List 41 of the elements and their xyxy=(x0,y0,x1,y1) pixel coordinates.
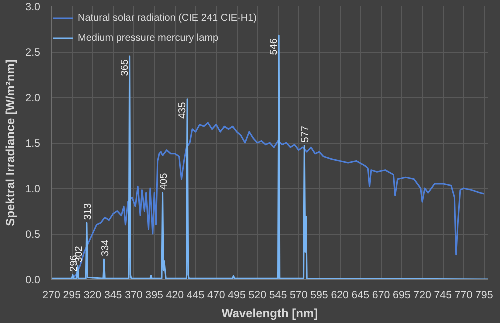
y-tick-label: 0.0 xyxy=(26,274,41,286)
y-axis-title: Spektral Irradiance [W/m²nm] xyxy=(4,60,18,226)
x-tick-label: 770 xyxy=(454,290,473,302)
x-tick-label: 270 xyxy=(42,290,60,302)
x-tick-label: 595 xyxy=(310,290,328,302)
x-tick-label: 720 xyxy=(414,290,432,302)
x-tick-label: 795 xyxy=(475,290,494,302)
x-tick-label: 495 xyxy=(228,290,246,302)
x-tick-label: 745 xyxy=(434,290,452,302)
annotation: 313 xyxy=(82,202,94,220)
legend-label: Medium pressure mercury lamp xyxy=(78,32,219,44)
y-tick-label: 3.0 xyxy=(26,2,41,14)
annotation: 334 xyxy=(100,239,112,256)
y-tick-label: 2.0 xyxy=(26,92,41,104)
x-tick-label: 420 xyxy=(166,290,184,302)
x-tick-label: 570 xyxy=(290,290,308,302)
x-tick-label: 470 xyxy=(208,290,226,302)
x-tick-label: 645 xyxy=(352,290,370,302)
x-tick-label: 620 xyxy=(331,290,350,302)
x-tick-label: 320 xyxy=(84,290,102,302)
y-tick-label: 1.5 xyxy=(26,138,41,150)
x-tick-label: 670 xyxy=(372,290,390,302)
annotation: 435 xyxy=(178,102,189,120)
x-tick-label: 520 xyxy=(248,290,267,302)
x-tick-label: 395 xyxy=(146,290,164,302)
x-tick-label: 345 xyxy=(104,290,122,302)
line-series xyxy=(71,122,486,280)
x-axis-title: Wavelength [nm] xyxy=(222,306,318,320)
y-tick-label: 0.5 xyxy=(26,229,41,241)
x-tick-label: 295 xyxy=(63,290,82,302)
x-tick-label: 445 xyxy=(186,290,205,302)
x-tick-label: 370 xyxy=(125,290,143,302)
y-tick-label: 1.0 xyxy=(26,184,41,196)
annotation: 546 xyxy=(269,38,280,56)
y-tick-label: 2.5 xyxy=(26,47,41,59)
x-tick-label: 695 xyxy=(393,290,411,302)
annotation: 405 xyxy=(158,172,170,190)
annotation: 577 xyxy=(300,126,312,143)
legend-label: Natural solar radiation (CIE 241 CIE-H1) xyxy=(78,12,257,24)
annotation: 365 xyxy=(120,59,131,76)
x-tick-label: 545 xyxy=(269,290,288,302)
